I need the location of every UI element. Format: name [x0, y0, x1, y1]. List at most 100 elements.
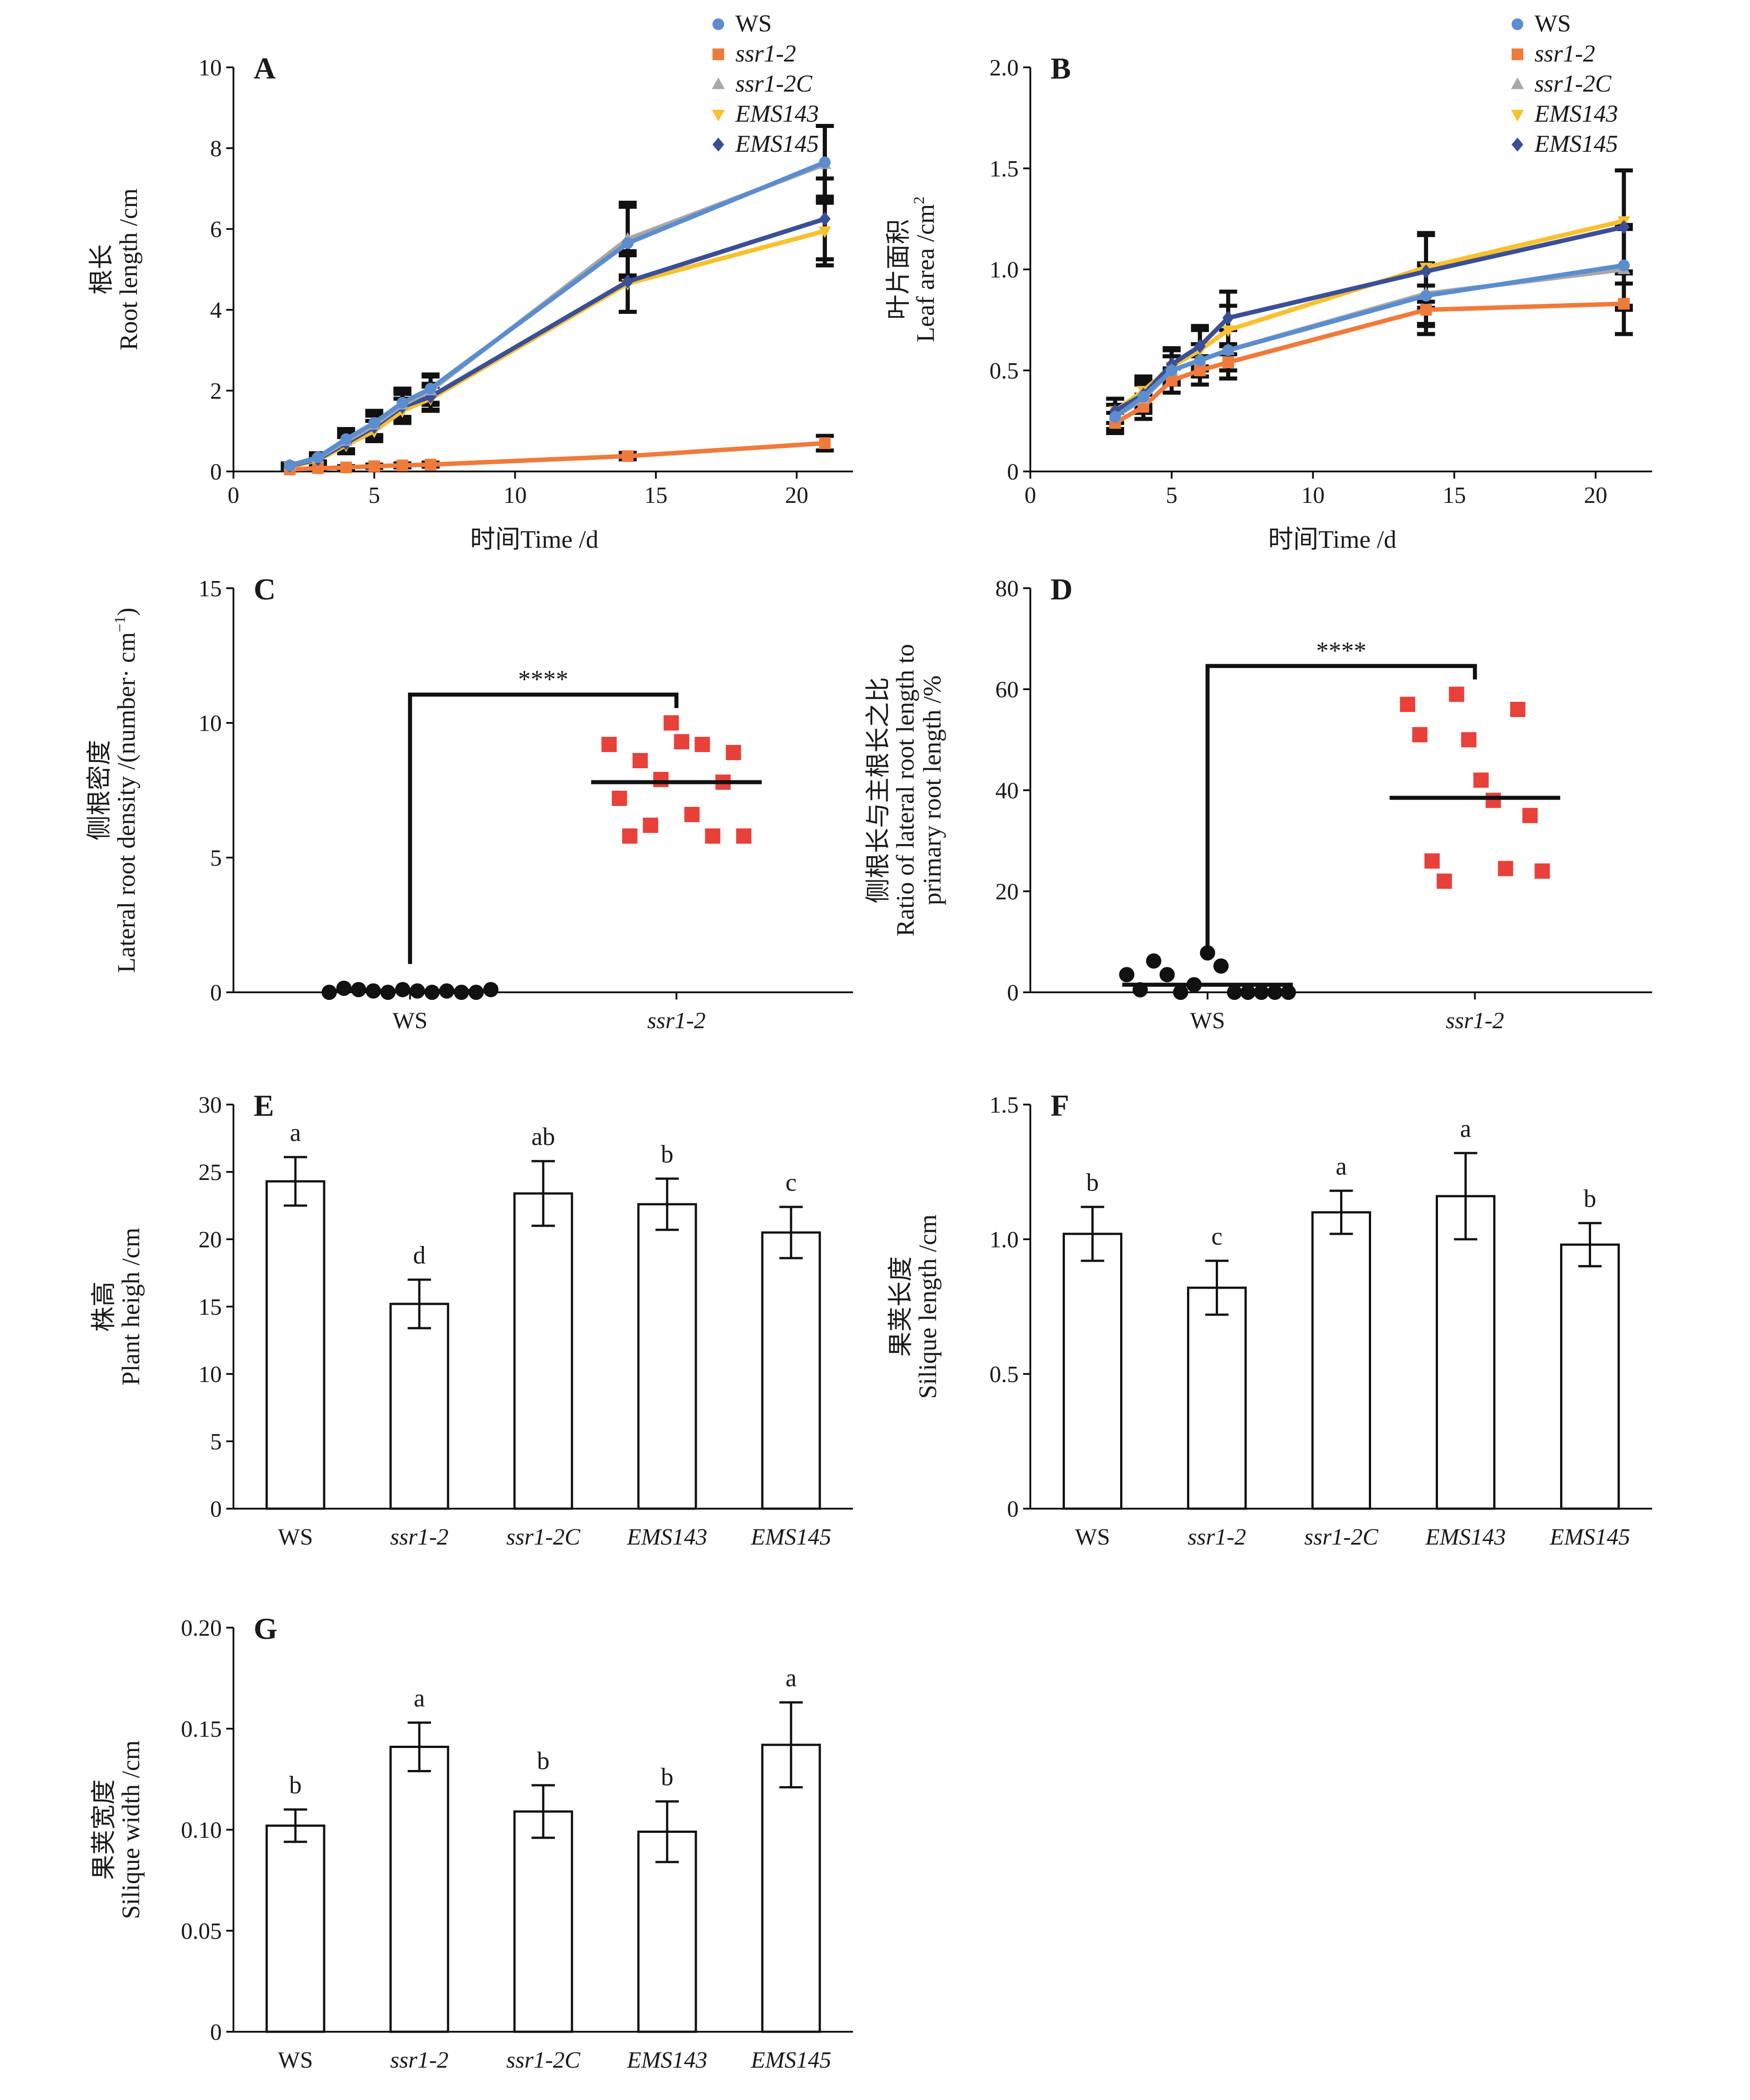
data-point-ssr1-2: [622, 450, 634, 462]
scatter-point: [1400, 696, 1416, 712]
legend-marker-EMS145: [1512, 137, 1523, 152]
y-axis-label-text: Leaf area /cm: [912, 204, 940, 343]
legend-marker-WS: [712, 18, 724, 30]
x-tick-label: 0: [1024, 483, 1036, 508]
scatter-point: [684, 807, 700, 822]
y-axis-label-en: Root length /cm: [115, 189, 143, 351]
y-tick-label: 0.5: [989, 358, 1019, 384]
y-axis-label-en: Lateral root density /(number· cm−1): [112, 608, 141, 973]
y-tick-label: 20: [995, 879, 1019, 905]
panel-label-E: E: [254, 1088, 274, 1123]
scatter-point: [1267, 985, 1283, 1000]
scatter-point: [664, 715, 679, 731]
legend-marker-WS: [1512, 18, 1523, 30]
legend-marker-ssr1-2: [712, 48, 724, 60]
y-axis-label-text: Root length /cm: [115, 189, 143, 351]
x-tick-label: 10: [1302, 483, 1325, 508]
data-point-ssr1-2: [1420, 304, 1432, 316]
y-axis-label-en-1: Ratio of lateral root length to: [892, 644, 919, 937]
bar-ssr1-2: [389, 1746, 449, 2033]
x-tick-label: WS: [392, 1008, 427, 1034]
y-axis-label-en: Silique length /cm: [914, 1215, 942, 1399]
data-point-EMS143: [1222, 325, 1235, 337]
significance-letter: a: [1460, 1115, 1471, 1143]
legend-label-ssr1-2C: ssr1-2C: [1535, 70, 1612, 97]
scatter-point: [705, 828, 721, 844]
y-axis-label-text: Silique length /cm: [914, 1215, 942, 1399]
data-point-WS: [1137, 391, 1149, 403]
data-point-WS: [368, 417, 380, 429]
y-tick-label: 30: [198, 1092, 222, 1118]
data-point-ssr1-2: [340, 462, 352, 473]
data-point-WS: [312, 451, 324, 463]
y-axis-label-text: Plant heigh /cm: [117, 1228, 145, 1386]
significance-letter: b: [1086, 1169, 1099, 1197]
y-tick-label: 0: [210, 980, 222, 1006]
scatter-point: [622, 828, 638, 844]
y-axis-label-en-2: primary root length /%: [919, 675, 946, 905]
y-tick-label: 0: [210, 1497, 222, 1522]
bar-EMS145: [761, 1231, 821, 1510]
legend-label-WS: WS: [735, 10, 772, 37]
scatter-point: [726, 745, 741, 760]
y-tick-label: 40: [995, 778, 1019, 804]
x-tick-label: ssr1-2: [390, 1524, 448, 1550]
x-tick-label: 0: [228, 483, 239, 508]
x-tick-label: 5: [369, 483, 380, 508]
y-tick-label: 0: [210, 2020, 222, 2045]
x-axis-label: 时间Time /d: [470, 526, 598, 554]
legend-marker-ssr1-2C: [712, 77, 725, 89]
x-tick-label: EMS145: [750, 2047, 831, 2073]
scatter-point: [1437, 873, 1452, 889]
legend-label-EMS143: EMS143: [1534, 100, 1618, 127]
series-line-WS: [1113, 263, 1624, 419]
data-point-EMS143: [818, 226, 831, 238]
bar-ssr1-2: [1187, 1286, 1247, 1510]
legend-label-ssr1-2: ssr1-2: [735, 40, 796, 67]
x-tick-label: 15: [644, 483, 668, 508]
scatter-point: [1461, 732, 1477, 748]
scatter-point: [695, 737, 710, 752]
legend-marker-EMS145: [712, 137, 724, 152]
scatter-point: [336, 981, 352, 996]
bar-WS: [265, 1180, 325, 1510]
data-point-ssr1-2: [425, 458, 437, 471]
x-axis-label: 时间Time /d: [1268, 526, 1397, 554]
data-point-EMS145: [1222, 311, 1234, 325]
data-point-WS: [622, 237, 634, 249]
data-point-WS: [819, 156, 831, 168]
x-tick-label: WS: [278, 1524, 313, 1550]
data-point-WS: [1618, 260, 1630, 271]
scatter-point: [736, 828, 752, 844]
bar-EMS143: [1436, 1195, 1495, 1510]
significance-letter: a: [1336, 1153, 1347, 1180]
bar-EMS145: [1560, 1243, 1620, 1510]
scatter-point: [1159, 967, 1175, 982]
panel-label-G: G: [254, 1611, 277, 1646]
bar-EMS143: [637, 1203, 697, 1510]
scatter-point: [1253, 985, 1269, 1000]
scatter-point: [643, 818, 659, 833]
y-tick-label: 0: [1007, 980, 1019, 1006]
y-axis-label-cn: 侧根长与主根长之比: [865, 677, 893, 903]
data-point-ssr1-2: [368, 460, 380, 472]
scatter-point: [674, 734, 690, 749]
bar-EMS143: [637, 1831, 697, 2033]
y-axis-label-text: Lateral root density /(number· cm: [113, 632, 141, 973]
y-tick-label: 5: [210, 1429, 222, 1455]
x-tick-label: ssr1-2C: [506, 1524, 581, 1550]
panel-label-B: B: [1051, 51, 1071, 85]
x-tick-label: EMS145: [750, 1524, 831, 1550]
significance-label: ****: [518, 665, 568, 693]
y-tick-label: 2.0: [989, 55, 1019, 81]
